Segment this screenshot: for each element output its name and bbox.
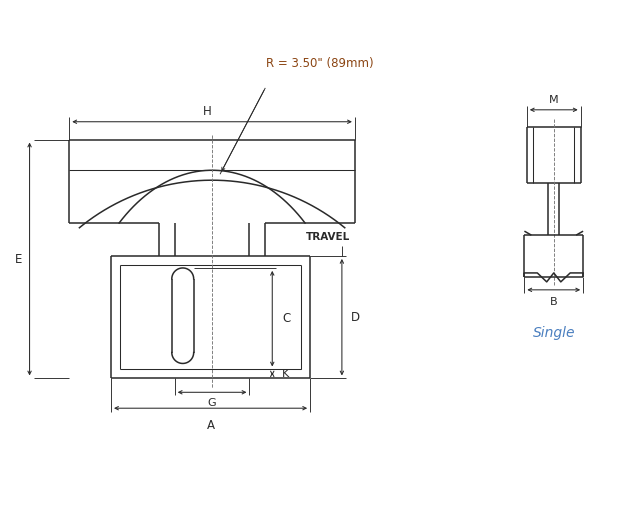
- Text: E: E: [15, 253, 22, 266]
- Text: H: H: [203, 105, 211, 118]
- Text: M: M: [549, 95, 559, 105]
- Text: TRAVEL: TRAVEL: [306, 232, 351, 242]
- Text: A: A: [207, 419, 214, 432]
- Text: D: D: [351, 311, 360, 324]
- Text: Single: Single: [532, 326, 575, 340]
- Text: C: C: [282, 312, 290, 325]
- Text: K: K: [282, 369, 290, 379]
- Text: B: B: [550, 297, 557, 307]
- Text: R = 3.50" (89mm): R = 3.50" (89mm): [266, 57, 374, 70]
- Text: G: G: [208, 398, 216, 408]
